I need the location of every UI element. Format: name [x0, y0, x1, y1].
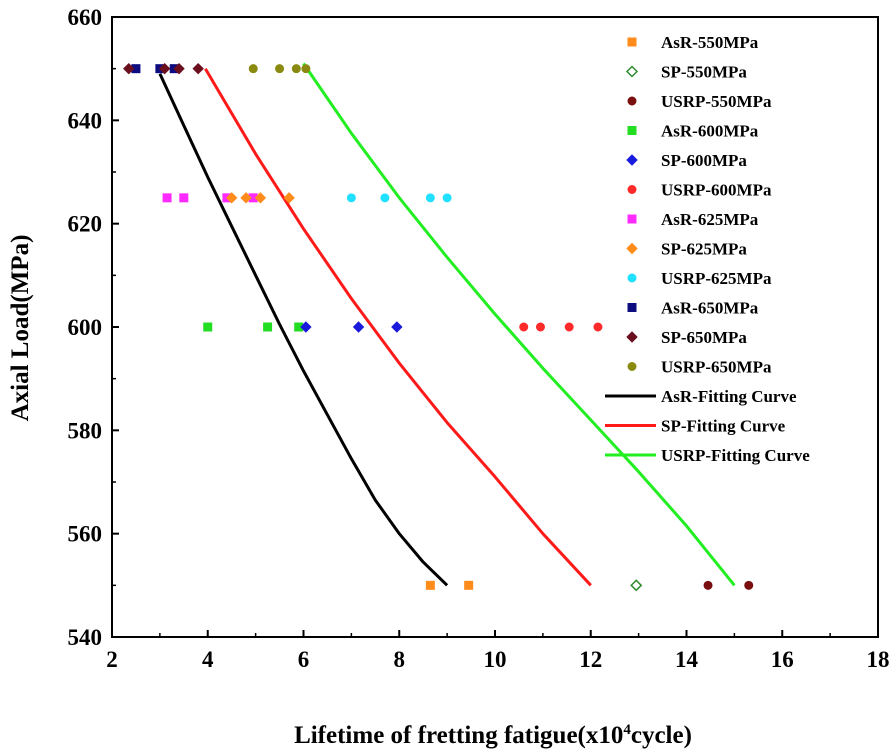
- y-tick-label: 620: [68, 212, 103, 237]
- fitting-curves: [158, 62, 736, 587]
- diamond-marker: [192, 62, 204, 75]
- circle-marker: [593, 322, 603, 332]
- legend-entry-label: SP-600MPa: [661, 151, 747, 170]
- x-tick-label: 18: [867, 647, 890, 672]
- legend-entry-label: USRP-550MPa: [661, 92, 772, 111]
- diamond-marker: [630, 579, 643, 592]
- legend-entry-label: USRP-650MPa: [661, 358, 772, 377]
- legend-entry-label: AsR-600MPa: [661, 122, 759, 141]
- x-axis-title-tail: cycle): [631, 722, 692, 749]
- diamond-marker: [626, 242, 638, 255]
- fitting-curve-line: [204, 67, 592, 587]
- circle-marker: [627, 273, 637, 283]
- y-tick-label: 580: [68, 418, 103, 443]
- circle-marker: [564, 322, 574, 332]
- x-tick-label: 12: [579, 647, 602, 672]
- circle-marker: [627, 362, 637, 371]
- y-axis-title: Axial Load(MPa): [7, 235, 34, 422]
- axes: 2 4 6 8 10 12 14 16 18 540 560 580 600 620 640 660: [68, 5, 890, 672]
- circle-marker: [703, 580, 713, 590]
- x-tick-label: 8: [394, 647, 406, 672]
- data-markers: [123, 62, 754, 592]
- y-tick-label: 540: [68, 625, 103, 650]
- circle-marker: [519, 322, 529, 332]
- circle-marker: [744, 580, 754, 590]
- fitting-curve-line: [158, 73, 449, 587]
- x-tick-label: 16: [771, 647, 794, 672]
- x-axis-title-main: Lifetime of fretting fatigue(x10: [294, 722, 623, 749]
- y-tick-label: 600: [68, 315, 103, 340]
- square-marker: [425, 580, 435, 590]
- x-tick-label: 4: [202, 647, 214, 672]
- x-tick-label: 2: [106, 647, 118, 672]
- circle-marker: [291, 64, 301, 74]
- legend-entry-label: SP-625MPa: [661, 240, 747, 259]
- x-tick-label: 14: [675, 647, 699, 672]
- legend-entry-label: USRP-625MPa: [661, 269, 772, 288]
- diamond-marker: [352, 321, 365, 333]
- y-tick-label: 560: [68, 522, 103, 547]
- diamond-marker: [626, 331, 638, 343]
- diamond-marker: [391, 321, 403, 333]
- circle-marker: [535, 322, 545, 332]
- x-axis-title: Lifetime of fretting fatigue(x104cycle): [294, 722, 692, 749]
- legend-entry-label: AsR-Fitting Curve: [661, 387, 797, 406]
- circle-marker: [301, 64, 311, 74]
- legend-entry-label: USRP-600MPa: [661, 181, 772, 200]
- diamond-marker: [625, 65, 639, 78]
- diamond-marker: [283, 192, 295, 204]
- square-marker: [263, 322, 273, 332]
- diamond-marker: [626, 154, 638, 166]
- x-tick-label: 10: [484, 647, 507, 672]
- legend-entry-label: SP-650MPa: [661, 328, 747, 347]
- square-marker: [464, 580, 474, 590]
- square-marker: [179, 193, 189, 203]
- diamond-marker: [254, 192, 267, 204]
- circle-marker: [442, 193, 452, 203]
- y-tick-label: 640: [68, 108, 103, 133]
- circle-marker: [380, 193, 390, 203]
- circle-marker: [346, 193, 356, 203]
- square-marker: [627, 37, 637, 47]
- legend-entry-label: AsR-625MPa: [661, 210, 759, 229]
- fitting-curve-line: [302, 62, 736, 587]
- circle-marker: [627, 96, 637, 106]
- diamond-marker: [158, 62, 171, 75]
- legend-entry-label: SP-550MPa: [661, 63, 747, 82]
- legend-entry-label: SP-Fitting Curve: [661, 417, 786, 436]
- legend-entry-label: USRP-Fitting Curve: [661, 446, 810, 465]
- square-marker: [627, 303, 637, 312]
- diamond-marker: [300, 321, 312, 333]
- y-tick-label: 660: [68, 5, 103, 30]
- diamond-marker: [225, 192, 238, 204]
- circle-marker: [627, 185, 637, 194]
- x-tick-label: 6: [298, 647, 310, 672]
- square-marker: [203, 322, 213, 332]
- diamond-marker: [123, 62, 135, 75]
- diamond-marker: [173, 62, 185, 75]
- circle-marker: [248, 64, 258, 74]
- circle-marker: [275, 64, 285, 74]
- legend-entry-label: AsR-550MPa: [661, 33, 759, 52]
- legend-entry-label: AsR-650MPa: [661, 299, 759, 318]
- circle-marker: [425, 193, 435, 203]
- legend: AsR-550MPa SP-550MPa USRP-550MPa AsR-600MPa…: [605, 33, 810, 465]
- square-marker: [627, 214, 637, 224]
- x-axis-title-exponent: 4: [623, 722, 631, 738]
- square-marker: [162, 193, 172, 203]
- diamond-marker: [240, 192, 252, 204]
- square-marker: [627, 126, 637, 135]
